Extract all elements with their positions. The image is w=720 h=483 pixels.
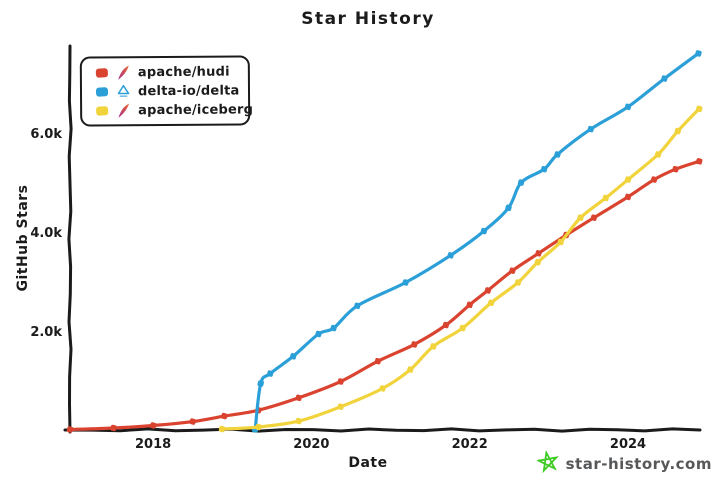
x-tick-label: 2024 xyxy=(610,437,646,452)
data-point-marker xyxy=(266,370,274,377)
data-point-marker xyxy=(110,424,117,432)
x-tick-label: 2020 xyxy=(293,437,329,452)
chart-title: Star History xyxy=(301,9,435,29)
data-point-marker xyxy=(149,422,157,429)
data-point-marker xyxy=(624,103,632,111)
axes xyxy=(63,44,702,434)
data-point-marker xyxy=(554,151,561,158)
data-point-marker xyxy=(674,127,682,135)
apache-feather-icon xyxy=(116,103,130,118)
data-point-marker xyxy=(650,176,658,183)
data-point-marker xyxy=(255,423,262,431)
site-name: star-history.com xyxy=(565,455,712,473)
legend-marker-delta-io-delta xyxy=(95,86,109,97)
data-point-marker xyxy=(289,353,297,360)
data-point-marker xyxy=(66,426,74,433)
data-point-marker xyxy=(695,105,703,113)
data-point-marker xyxy=(517,179,525,186)
data-point-marker xyxy=(218,425,226,433)
data-point-marker xyxy=(484,287,492,294)
data-point-marker xyxy=(487,299,495,307)
legend-marker-apache-hudi xyxy=(95,67,109,78)
data-point-marker xyxy=(354,302,361,310)
legend: apache/hudi delta-io/delta apache/iceber… xyxy=(79,55,253,127)
data-point-marker xyxy=(466,301,473,309)
y-tick-label: 2.0k xyxy=(30,325,62,340)
data-point-marker xyxy=(540,165,548,173)
data-point-marker xyxy=(480,227,488,235)
legend-label: apache/iceberg xyxy=(138,101,254,118)
data-point-marker xyxy=(557,238,564,246)
legend-item-apache-iceberg: apache/iceberg xyxy=(95,101,253,118)
data-point-marker xyxy=(295,417,302,425)
data-point-marker xyxy=(374,357,382,365)
data-point-marker xyxy=(447,252,454,259)
x-tick-label: 2018 xyxy=(135,437,171,452)
x-axis xyxy=(63,427,702,433)
series-line-delta-io-delta xyxy=(253,51,700,432)
data-point-marker xyxy=(505,204,512,212)
data-point-marker xyxy=(509,267,516,274)
data-point-marker xyxy=(672,165,679,173)
legend-marker-apache-iceberg xyxy=(95,105,109,116)
series-line-apache-iceberg xyxy=(220,107,701,431)
delta-lake-icon xyxy=(116,84,130,99)
data-point-marker xyxy=(221,412,228,420)
legend-item-apache-hudi: apache/hudi xyxy=(95,63,240,80)
data-point-marker xyxy=(402,279,409,286)
series-lines xyxy=(66,50,703,433)
data-point-marker xyxy=(379,385,386,392)
data-point-marker xyxy=(695,158,703,165)
data-point-marker xyxy=(602,194,610,202)
y-axis xyxy=(67,44,73,434)
data-point-marker xyxy=(189,418,196,425)
legend-label: apache/hudi xyxy=(137,64,230,80)
x-axis-label: Date xyxy=(348,455,387,471)
data-point-marker xyxy=(337,378,344,385)
data-point-marker xyxy=(315,330,322,338)
data-point-marker xyxy=(695,50,702,57)
data-point-marker xyxy=(430,343,437,350)
y-axis-label: GitHub Stars xyxy=(15,184,31,291)
data-point-marker xyxy=(459,324,466,332)
data-point-marker xyxy=(257,380,264,387)
data-point-marker xyxy=(295,394,302,402)
y-tick-label: 4.0k xyxy=(30,226,62,241)
data-point-marker xyxy=(534,258,542,266)
data-point-marker xyxy=(442,321,450,329)
data-point-marker xyxy=(514,279,522,286)
legend-label: delta-io/delta xyxy=(137,82,240,99)
x-tick-label: 2022 xyxy=(452,437,488,452)
site-credit: star-history.com xyxy=(535,449,712,477)
tick-labels: 2018 2020 2022 2024 2.0k 4.0k 6.0k xyxy=(30,127,646,452)
series-delta-io-delta xyxy=(251,50,702,433)
data-point-marker xyxy=(654,151,662,158)
series-apache-iceberg xyxy=(218,105,703,433)
series-apache-hudi xyxy=(66,158,703,433)
data-point-marker xyxy=(407,366,414,373)
data-point-marker xyxy=(587,125,595,133)
data-point-marker xyxy=(330,324,337,332)
data-point-marker xyxy=(624,176,632,183)
data-point-marker xyxy=(624,193,632,201)
data-point-marker xyxy=(535,250,542,257)
star-icon xyxy=(535,449,559,477)
y-tick-label: 6.0k xyxy=(30,127,62,142)
data-point-marker xyxy=(590,214,598,221)
data-point-marker xyxy=(661,75,668,82)
legend-item-delta-io-delta: delta-io/delta xyxy=(95,82,240,99)
data-point-marker xyxy=(411,341,418,348)
data-point-marker xyxy=(337,403,344,410)
data-point-marker xyxy=(577,214,584,221)
apache-feather-icon xyxy=(116,65,130,80)
